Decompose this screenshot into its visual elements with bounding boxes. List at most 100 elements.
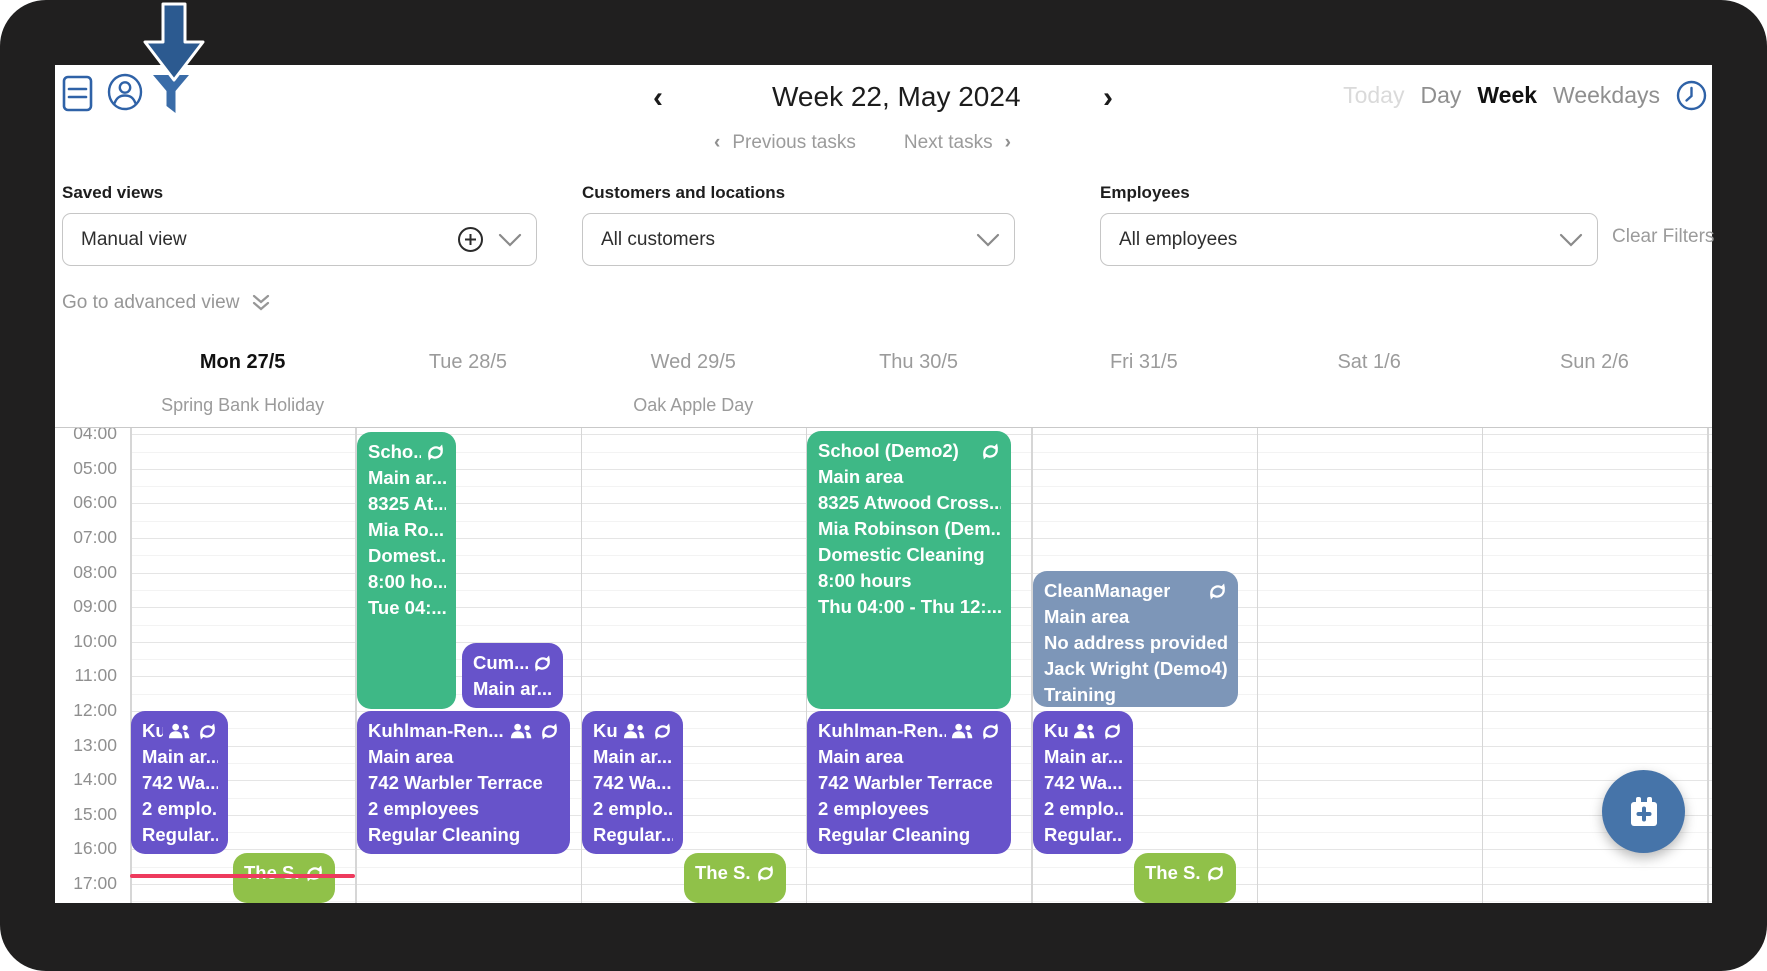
fri-cleanmanager-task[interactable]: CleanManager Main area No address provided…	[1033, 571, 1238, 707]
saved-views-select[interactable]: Manual view	[62, 213, 537, 266]
thu-school-task[interactable]: School (Demo2) Main area 8325 Atwood Cross…	[807, 431, 1011, 709]
repeat-icon	[541, 722, 558, 740]
hour-label: 10:00	[73, 630, 117, 651]
repeat-icon	[1104, 722, 1121, 740]
advanced-view-label: Go to advanced view	[62, 292, 240, 313]
holiday-note: Spring Bank Holiday	[161, 395, 325, 415]
mon-kuhlman-task[interactable]: Ku... Main ar... 742 Wa... 2 emplo... Regula…	[131, 711, 228, 854]
event-detail-line: Jack Wright (Demo4)	[1044, 658, 1228, 679]
event-title: Cum...	[473, 652, 528, 673]
half-hour-line	[130, 901, 1712, 903]
hour-label: 14:00	[73, 769, 117, 790]
wed-kuhlman-task[interactable]: Ku... Main ar... 742 Wa... 2 emplo... Regula…	[582, 711, 683, 854]
chevron-right-icon: ›	[1004, 132, 1011, 153]
event-detail-line: 2 employees	[368, 798, 480, 819]
event-detail-line: Main area	[1044, 606, 1130, 627]
event-detail-line: Main ar...	[593, 746, 673, 767]
event-detail-line: Domest...	[368, 545, 446, 566]
previous-tasks-button[interactable]: ‹ Previous tasks	[714, 132, 856, 154]
prev-week-button[interactable]: ‹	[653, 81, 663, 114]
repeat-icon	[1209, 582, 1226, 600]
advanced-view-link[interactable]: Go to advanced view	[62, 292, 271, 314]
event-detail-line: 2 emplo...	[142, 798, 218, 819]
event-detail-line: 742 Warbler Terrace	[368, 772, 543, 793]
customers-value: All customers	[601, 228, 716, 250]
next-tasks-label: Next tasks	[903, 132, 993, 153]
profile-icon[interactable]	[106, 73, 144, 116]
filter-icon[interactable]	[151, 73, 191, 120]
event-detail-line: Thu 04:00 - Thu 12:...	[818, 596, 1001, 617]
clear-filters-button[interactable]: Clear Filters	[1612, 226, 1715, 247]
day-header-fri: Fri 31/5	[1109, 351, 1178, 373]
holiday-note: Oak Apple Day	[633, 395, 754, 415]
column-line	[130, 428, 132, 903]
chevron-down-icon[interactable]	[498, 233, 522, 247]
event-detail-line: Regular Cleaning	[818, 824, 971, 845]
column-line	[1031, 428, 1033, 903]
day-header-sat: Sat 1/6	[1337, 351, 1401, 373]
saved-views-value: Manual view	[81, 228, 187, 250]
chevron-down-icon[interactable]	[1559, 233, 1583, 247]
day-header-thu: Thu 30/5	[879, 351, 959, 373]
fri-kuhlman-task[interactable]: Ku... Main ar... 742 Wa... 2 emplo... Regula…	[1033, 711, 1133, 854]
view-option-today[interactable]: Today	[1343, 82, 1405, 108]
tue-school-task[interactable]: Scho... Main ar... 8325 At... Mia Ro... Dome…	[357, 432, 456, 709]
event-detail-line: Main area	[368, 746, 454, 767]
employees-label: Employees	[1100, 183, 1190, 202]
repeat-icon	[982, 722, 999, 740]
event-detail-line: Main ar...	[473, 678, 553, 699]
people-icon	[951, 723, 973, 739]
hour-label: 15:00	[73, 803, 117, 824]
menu-icon[interactable]	[62, 75, 93, 117]
add-task-fab[interactable]	[1602, 770, 1685, 853]
thu-kuhlman-task[interactable]: Kuhlman-Ren... Main area 742 Warbler Terra…	[807, 711, 1011, 854]
people-icon	[510, 723, 532, 739]
chevron-down-icon[interactable]	[976, 233, 1000, 247]
view-switcher: Today Day Week Weekdays	[1343, 80, 1707, 111]
people-icon	[623, 723, 645, 739]
view-option-week[interactable]: Week	[1477, 82, 1538, 108]
next-week-button[interactable]: ›	[1103, 81, 1113, 114]
time-settings-button[interactable]	[1676, 80, 1707, 111]
event-detail-line: Regular Cleaning	[368, 824, 521, 845]
event-detail-line: Tue 04:...	[368, 597, 446, 618]
saved-views-label: Saved views	[62, 183, 164, 202]
mon-thes-task[interactable]: The S...	[233, 853, 335, 903]
event-detail-line: 742 Wa...	[593, 772, 672, 793]
current-time-indicator	[130, 874, 355, 878]
event-detail-line: 742 Wa...	[1044, 772, 1123, 793]
hour-label: 16:00	[73, 838, 117, 859]
event-detail-line: 742 Wa...	[142, 772, 218, 793]
event-detail-line: Domestic Cleaning	[818, 544, 985, 565]
fri-thes-task[interactable]: The S...	[1134, 853, 1236, 903]
wed-thes-task[interactable]: The S...	[684, 853, 786, 903]
event-detail-line: Main ar...	[142, 746, 218, 767]
repeat-icon	[306, 864, 323, 882]
hour-line	[130, 884, 1712, 885]
customers-filter: Customers and locations All customers	[582, 183, 1015, 266]
event-title: Kuhlman-Ren...	[818, 720, 946, 741]
calendar-plus-icon	[1630, 796, 1657, 826]
repeat-icon	[982, 442, 999, 460]
hour-label: 11:00	[74, 665, 118, 686]
event-title: Kuhlman-Ren...	[368, 720, 504, 741]
event-title: School (Demo2)	[818, 440, 959, 461]
event-detail-line: 8325 Atwood Cross...	[818, 492, 1001, 513]
tue-kuhlman-task[interactable]: Kuhlman-Ren... Main area 742 Warbler Terra…	[357, 711, 570, 854]
view-option-weekdays[interactable]: Weekdays	[1553, 82, 1660, 108]
add-view-icon[interactable]	[457, 226, 484, 253]
hour-label: 04:00	[73, 427, 117, 444]
view-switcher-labels: Today Day Week Weekdays	[1343, 82, 1660, 109]
customers-select[interactable]: All customers	[582, 213, 1015, 266]
event-title: CleanManager	[1044, 580, 1171, 601]
app-window: ‹ Week 22, May 2024 › ‹ Previous tasks N…	[55, 65, 1715, 903]
event-detail-line: 8325 At...	[368, 493, 446, 514]
hour-label: 17:00	[73, 873, 117, 893]
employees-select[interactable]: All employees	[1100, 213, 1598, 266]
view-option-day[interactable]: Day	[1420, 82, 1462, 108]
employees-value: All employees	[1119, 228, 1238, 250]
hour-label: 09:00	[73, 596, 117, 617]
event-detail-line: No address provided	[1044, 632, 1228, 653]
next-tasks-button[interactable]: Next tasks ›	[904, 132, 1011, 154]
tue-cum-task[interactable]: Cum... Main ar...	[462, 643, 563, 708]
